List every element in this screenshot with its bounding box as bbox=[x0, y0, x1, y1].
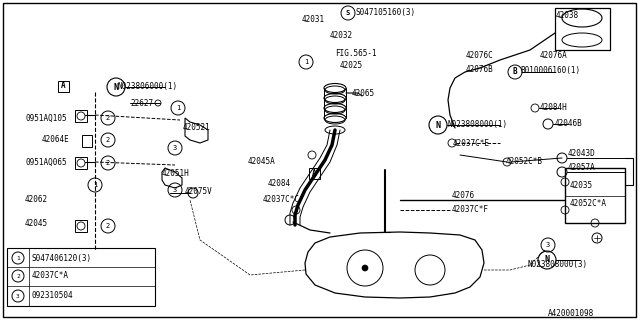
Text: 0951AQ065: 0951AQ065 bbox=[25, 157, 67, 166]
Bar bbox=[7, 248, 155, 306]
Text: 3: 3 bbox=[173, 145, 177, 151]
Text: 42031: 42031 bbox=[302, 15, 325, 25]
Text: 42046B: 42046B bbox=[555, 119, 583, 129]
Text: 42037C*A: 42037C*A bbox=[32, 271, 69, 281]
Text: 2: 2 bbox=[106, 160, 110, 166]
Text: A: A bbox=[61, 82, 65, 91]
Text: 42076B: 42076B bbox=[466, 66, 493, 75]
Bar bbox=[75, 110, 87, 122]
Text: 092310504: 092310504 bbox=[32, 292, 74, 300]
Text: 2: 2 bbox=[106, 115, 110, 121]
Text: N: N bbox=[435, 121, 440, 130]
Text: 3: 3 bbox=[173, 187, 177, 193]
Text: 42064E: 42064E bbox=[42, 135, 70, 145]
Bar bbox=[75, 157, 87, 169]
Text: N: N bbox=[113, 83, 118, 92]
Text: A: A bbox=[312, 169, 316, 178]
Bar bbox=[308, 167, 319, 179]
Text: B010006160(1): B010006160(1) bbox=[520, 66, 580, 75]
Text: 42052C*A: 42052C*A bbox=[570, 198, 607, 207]
Text: 2: 2 bbox=[106, 223, 110, 229]
Text: 42032: 42032 bbox=[330, 31, 353, 41]
Text: 42038: 42038 bbox=[556, 12, 579, 20]
Text: 1: 1 bbox=[93, 182, 97, 188]
Text: 42025: 42025 bbox=[340, 61, 363, 70]
Text: 42065: 42065 bbox=[352, 89, 375, 98]
Text: 3: 3 bbox=[16, 293, 20, 299]
Text: 2: 2 bbox=[16, 274, 20, 278]
Text: S047406120(3): S047406120(3) bbox=[32, 253, 92, 262]
Text: 42045A: 42045A bbox=[248, 157, 276, 166]
Text: 42076C: 42076C bbox=[466, 51, 493, 60]
Text: 42037C*E: 42037C*E bbox=[453, 139, 490, 148]
Text: S: S bbox=[346, 10, 350, 16]
Text: 42057A: 42057A bbox=[568, 164, 596, 172]
Text: 42045: 42045 bbox=[25, 220, 48, 228]
Text: 42037C*C: 42037C*C bbox=[263, 196, 300, 204]
Text: 42051H: 42051H bbox=[162, 170, 189, 179]
Text: 3: 3 bbox=[546, 242, 550, 248]
Bar bbox=[565, 168, 625, 223]
Text: 42035: 42035 bbox=[570, 181, 593, 190]
Text: 42076: 42076 bbox=[452, 190, 475, 199]
Text: 42084H: 42084H bbox=[540, 103, 568, 113]
Bar bbox=[58, 81, 68, 92]
Text: B: B bbox=[513, 68, 517, 76]
Text: 0951AQ105: 0951AQ105 bbox=[25, 114, 67, 123]
Bar bbox=[82, 135, 92, 147]
Text: N: N bbox=[545, 255, 550, 265]
Text: 1: 1 bbox=[16, 255, 20, 260]
Text: 22627: 22627 bbox=[130, 99, 153, 108]
Text: N023808000(3): N023808000(3) bbox=[528, 260, 588, 269]
Text: 42084: 42084 bbox=[268, 179, 291, 188]
Text: A420001098: A420001098 bbox=[548, 308, 595, 317]
Text: 2: 2 bbox=[106, 137, 110, 143]
Bar bbox=[555, 8, 610, 50]
Text: 42076A: 42076A bbox=[540, 51, 568, 60]
Text: S047105160(3): S047105160(3) bbox=[355, 9, 415, 18]
Text: 420521: 420521 bbox=[183, 124, 211, 132]
Text: 1: 1 bbox=[176, 105, 180, 111]
Text: N023808000(1): N023808000(1) bbox=[448, 121, 508, 130]
Text: 42043D: 42043D bbox=[568, 149, 596, 158]
Text: 42075V: 42075V bbox=[185, 188, 212, 196]
Text: N023806000(1): N023806000(1) bbox=[117, 83, 177, 92]
Circle shape bbox=[362, 265, 368, 271]
Bar bbox=[75, 220, 87, 232]
Text: 1: 1 bbox=[304, 59, 308, 65]
Text: 42062: 42062 bbox=[25, 196, 48, 204]
Text: 42052C*B: 42052C*B bbox=[506, 157, 543, 166]
Text: 42037C*F: 42037C*F bbox=[452, 205, 489, 214]
Text: FIG.565-1: FIG.565-1 bbox=[335, 49, 376, 58]
